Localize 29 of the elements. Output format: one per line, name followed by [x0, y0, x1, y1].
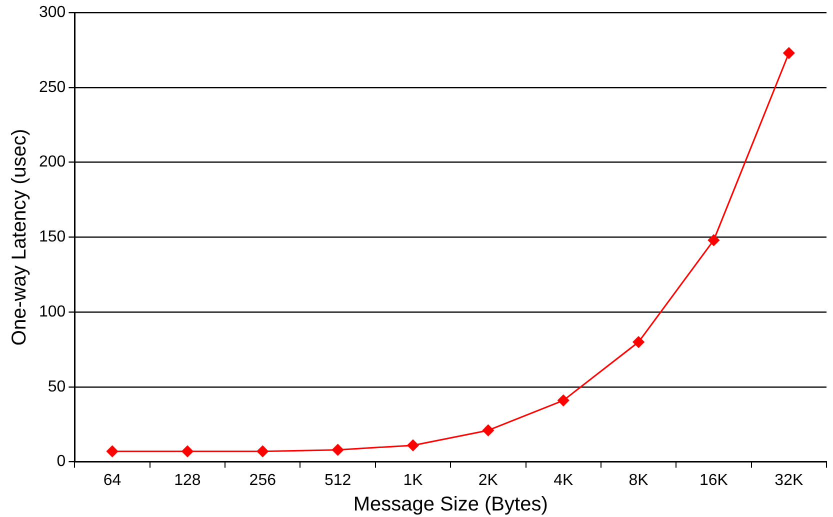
x-tick-label: 4K	[554, 472, 574, 489]
x-tick-label: 32K	[774, 472, 804, 489]
y-tick-label: 200	[38, 154, 66, 171]
point	[783, 47, 795, 59]
y-tick-label: 50	[48, 378, 66, 396]
y-axis-title: One-way Latency (usec)	[8, 128, 31, 346]
x-tick-label: 256	[249, 472, 276, 489]
point	[256, 446, 268, 458]
x-tick-label: 64	[103, 472, 122, 489]
point	[182, 446, 194, 458]
x-tick-label: 1K	[403, 472, 424, 489]
point	[558, 394, 570, 406]
point	[632, 336, 644, 348]
point	[708, 234, 720, 246]
point	[407, 440, 419, 452]
x-tick-label: 512	[324, 472, 352, 489]
y-tick-label: 250	[38, 78, 66, 96]
point	[106, 446, 118, 458]
x-tick-label: 16K	[699, 472, 728, 489]
y-tick-label: 0	[56, 453, 66, 470]
x-tick-label: 128	[174, 472, 201, 489]
point	[332, 444, 344, 456]
y-tick-label: 100	[38, 303, 66, 320]
y-tick-label: 150	[38, 228, 66, 246]
x-tick-label: 8K	[628, 472, 649, 489]
x-tick-label: 2K	[478, 472, 498, 489]
point	[482, 424, 494, 436]
x-axis-title: Message Size (Bytes)	[353, 494, 548, 516]
y-tick-label: 300	[38, 4, 66, 22]
